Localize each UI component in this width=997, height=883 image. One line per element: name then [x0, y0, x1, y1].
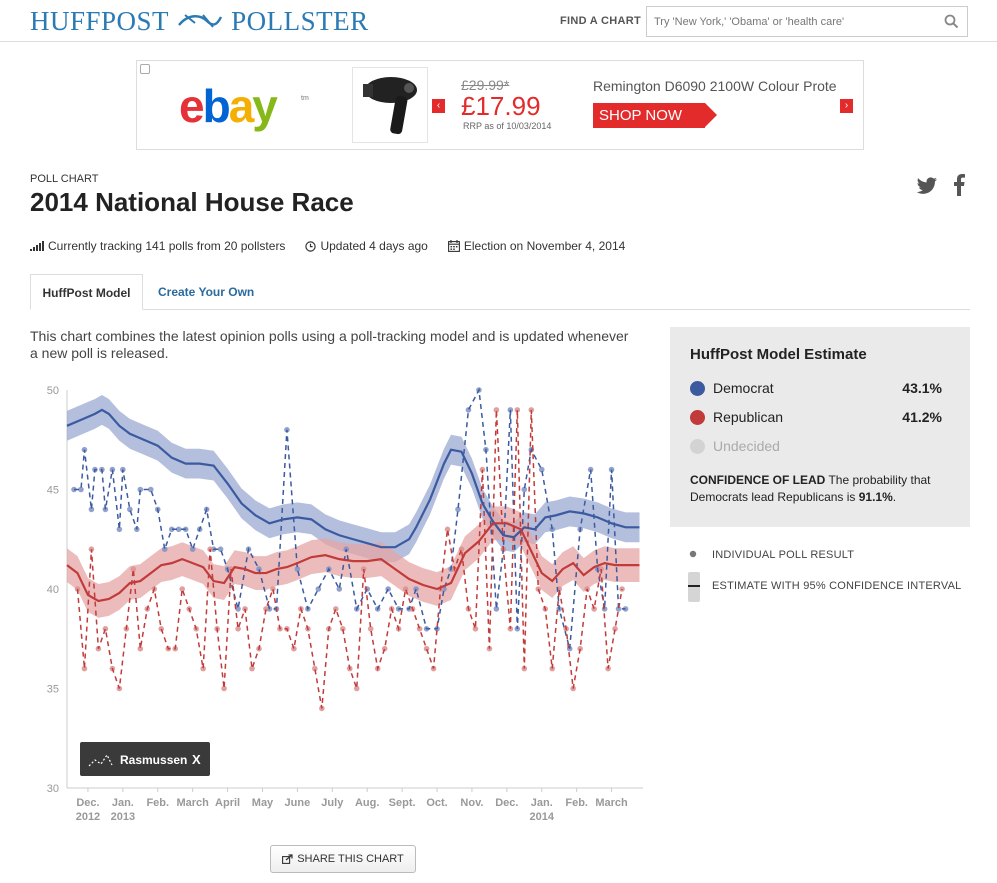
product-image[interactable]: [352, 67, 428, 143]
facebook-icon[interactable]: [953, 174, 965, 196]
estimate-row-republican[interactable]: Republican 41.2%: [690, 409, 942, 427]
search-input[interactable]: [647, 7, 937, 36]
ebay-logo: ebay: [179, 79, 276, 133]
ad-next-arrow[interactable]: ›: [840, 99, 853, 113]
poll-chart: 30 35 40 45 50 Dec. 2012 Jan. 2013 Feb. March April…: [30, 380, 650, 840]
republican-swatch: [690, 410, 705, 425]
search-box: [646, 6, 968, 37]
signal-bars-icon: [30, 241, 44, 251]
trademark-mark: tm: [301, 95, 309, 102]
tracking-text: Currently tracking 141 polls from 20 pol…: [48, 239, 285, 253]
chart-description: This chart combines the latest opinion p…: [30, 328, 630, 362]
calendar-icon: [448, 240, 460, 252]
poll-dot-democrat: [316, 586, 322, 592]
confidence-of-lead: CONFIDENCE OF LEAD The probability that …: [690, 472, 952, 506]
x-tick-label: Jan.: [531, 797, 553, 809]
estimate-name: Undecided: [713, 438, 780, 454]
x-tick-label: May: [252, 797, 274, 809]
x-tick-label: March: [595, 797, 628, 809]
estimate-value: 41.2%: [902, 409, 942, 425]
estimate-row-democrat[interactable]: Democrat 43.1%: [690, 380, 942, 398]
x-tick-label: March: [176, 797, 209, 809]
header: HUFFPOST POLLSTER FIND A CHART: [0, 0, 997, 42]
find-a-chart-label: FIND A CHART: [560, 15, 641, 27]
poll-dot-icon: [688, 549, 698, 559]
estimate-row-undecided[interactable]: Undecided: [690, 438, 942, 456]
estimate-name: Republican: [713, 409, 783, 425]
ebay-advertisement[interactable]: ebay tm ‹ £29.99* £17.99 RRP as of 10/03…: [136, 60, 864, 150]
poll-dot-republican: [235, 626, 241, 632]
x-tick-label: Feb.: [146, 797, 169, 809]
share-chart-button[interactable]: SHARE THIS CHART: [270, 845, 416, 873]
x-tick-label: Jan.: [112, 797, 134, 809]
tab-create-your-own[interactable]: Create Your Own: [158, 274, 254, 310]
page-title: 2014 National House Race: [30, 187, 354, 218]
poll-chart-overline: POLL CHART: [30, 173, 98, 185]
huffpost-pollster-logo[interactable]: HUFFPOST POLLSTER: [30, 6, 369, 36]
hair-dryer-icon: [353, 68, 429, 144]
chart-meta: Currently tracking 141 polls from 20 pol…: [30, 239, 645, 253]
x-tick-label-year: 2012: [76, 811, 100, 823]
poll-dot-republican: [179, 586, 185, 592]
tab-huffpost-model[interactable]: HuffPost Model: [30, 274, 143, 310]
x-tick-label: Dec.: [495, 797, 518, 809]
x-tick-label: June: [285, 797, 311, 809]
logo-huffpost: HUFFPOST: [30, 6, 169, 37]
x-tick-label-year: 2014: [530, 811, 555, 823]
ad-rrp: RRP as of 10/03/2014: [463, 121, 551, 131]
ad-prev-arrow[interactable]: ‹: [432, 99, 445, 113]
updated-text: Updated 4 days ago: [320, 239, 427, 253]
shop-now-button[interactable]: SHOP NOW: [593, 103, 705, 128]
x-tick-label: Aug.: [355, 797, 379, 809]
y-tick-label: 35: [47, 684, 59, 696]
search-icon[interactable]: [944, 14, 959, 29]
logo-pollster: POLLSTER: [231, 6, 369, 37]
x-tick-label-year: 2013: [111, 811, 135, 823]
y-tick-label: 45: [47, 485, 59, 497]
election-text: Election on November 4, 2014: [464, 239, 625, 253]
share-icon: [282, 854, 293, 864]
ad-choices-icon[interactable]: [140, 64, 150, 74]
chip-label: Rasmussen: [120, 753, 187, 767]
x-tick-label: July: [321, 797, 344, 809]
chart-tabs: HuffPost Model Create Your Own: [30, 274, 970, 310]
ad-new-price: £17.99: [461, 91, 541, 122]
poll-dot-democrat: [78, 487, 84, 493]
y-tick-label: 50: [47, 385, 59, 397]
estimate-value: 43.1%: [902, 380, 942, 396]
logo-arrow-icon: [177, 11, 223, 31]
x-tick-label: Oct.: [426, 797, 447, 809]
pollster-filter-chip[interactable]: Rasmussen X: [80, 742, 210, 776]
estimate-name: Democrat: [713, 380, 774, 396]
poll-dot-democrat: [466, 407, 472, 413]
poll-dot-democrat: [385, 586, 391, 592]
ad-product-name: Remington D6090 2100W Colour Prote: [593, 78, 849, 94]
estimate-title: HuffPost Model Estimate: [690, 346, 867, 363]
x-tick-label: Dec.: [76, 797, 99, 809]
clock-icon: [305, 241, 316, 252]
x-tick-label: Sept.: [389, 797, 416, 809]
y-tick-label: 30: [47, 783, 59, 795]
x-tick-label: Nov.: [460, 797, 483, 809]
undecided-swatch: [690, 439, 705, 454]
y-tick-label: 40: [47, 584, 59, 596]
democrat-swatch: [690, 381, 705, 396]
twitter-icon[interactable]: [916, 177, 938, 195]
model-estimate-panel: HuffPost Model Estimate Democrat 43.1% R…: [670, 327, 970, 527]
chip-close-icon[interactable]: X: [192, 752, 201, 767]
x-tick-label: April: [215, 797, 240, 809]
x-tick-label: Feb.: [565, 797, 588, 809]
estimate-band-icon: [688, 572, 700, 602]
